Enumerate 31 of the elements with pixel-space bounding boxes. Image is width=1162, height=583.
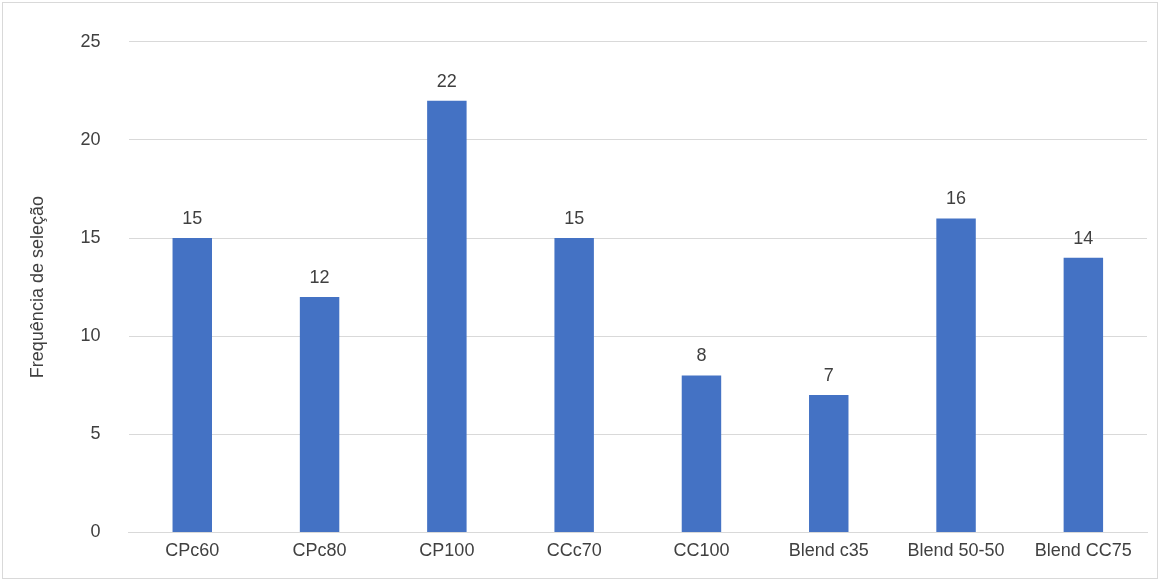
data-label: 12	[309, 266, 330, 287]
bar	[554, 238, 594, 532]
x-tick-label: CP100	[419, 540, 475, 561]
x-tick-label: CPc80	[292, 540, 347, 561]
y-tick-label: 10	[80, 325, 101, 346]
bar	[427, 100, 467, 532]
data-label: 15	[564, 208, 585, 229]
y-tick-label: 15	[80, 227, 101, 248]
data-label: 15	[182, 208, 203, 229]
x-tick-label: CPc60	[165, 540, 220, 561]
data-label: 7	[823, 365, 834, 385]
data-label: 16	[946, 188, 967, 209]
data-label: 22	[436, 70, 457, 91]
bar	[299, 296, 340, 532]
y-tick-label: 5	[90, 423, 101, 444]
bar	[172, 238, 212, 532]
data-label: 14	[1073, 227, 1094, 248]
x-tick-label: Blend CC75	[1034, 540, 1132, 561]
bar	[681, 375, 722, 532]
x-tick-label: CCc70	[546, 540, 602, 561]
x-tick-label: CC100	[673, 540, 730, 561]
bar	[809, 395, 849, 532]
x-tick-label: Blend c35	[788, 540, 869, 561]
data-label: 8	[696, 345, 707, 366]
y-tick-label: 20	[80, 128, 101, 149]
x-tick-label: Blend 50-50	[907, 540, 1005, 561]
bar	[1063, 257, 1104, 532]
y-tick-label: 0	[90, 521, 101, 542]
bar	[936, 218, 976, 532]
y-axis-title: Frequência de seleção	[26, 196, 47, 379]
y-tick-label: 25	[80, 30, 101, 51]
